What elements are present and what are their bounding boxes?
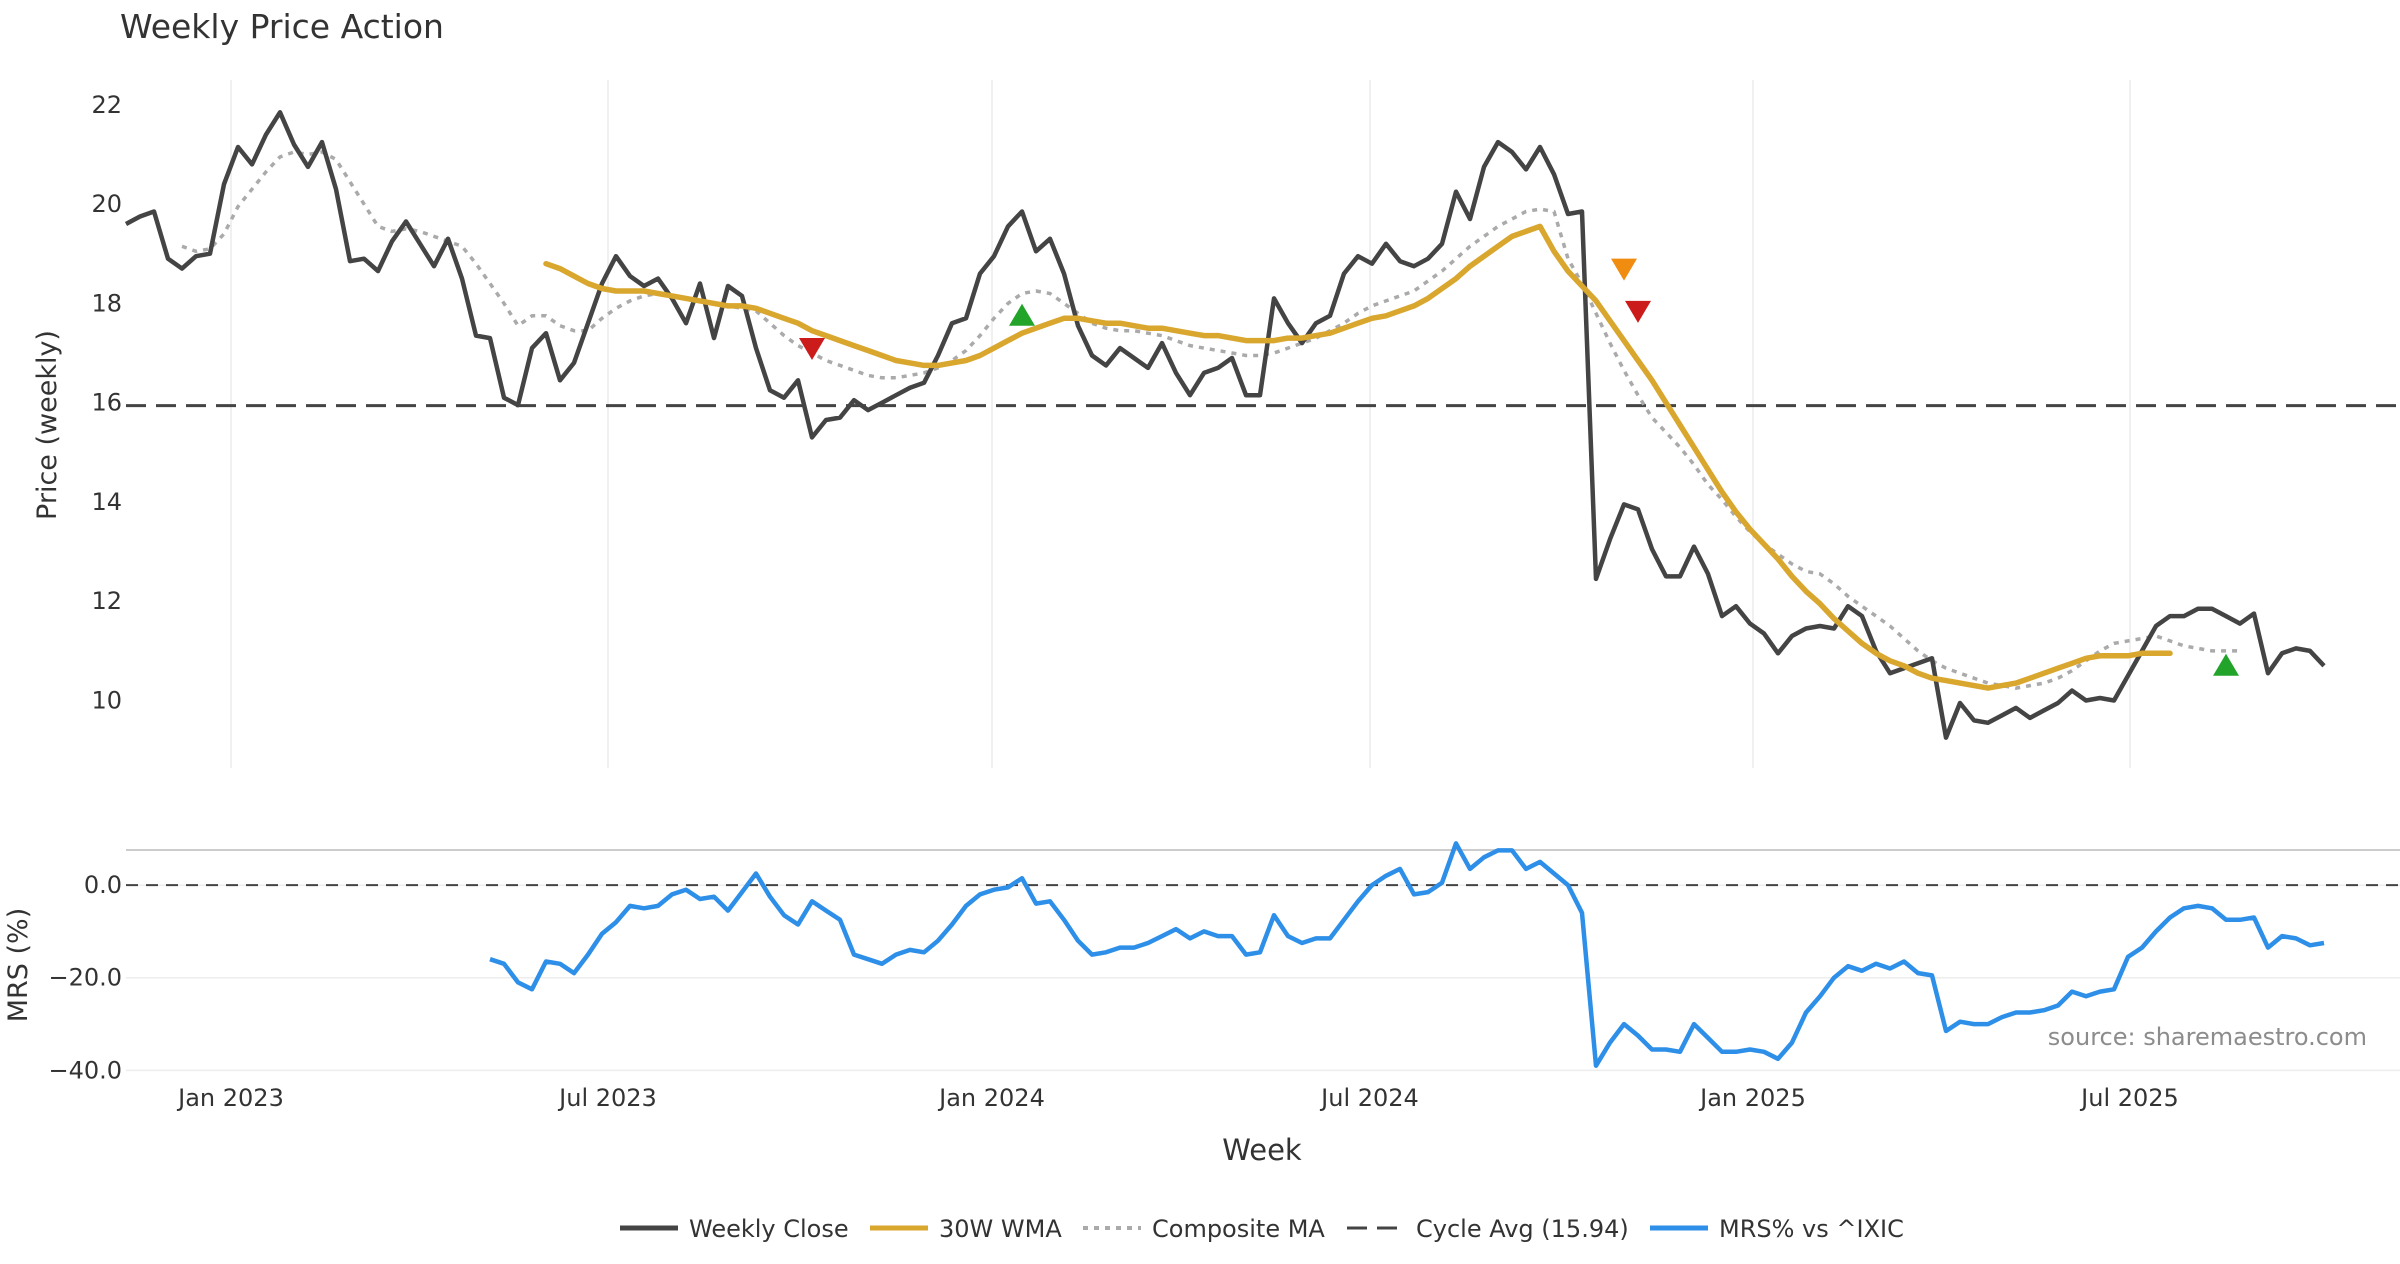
mrs-ytick-1: −20.0 bbox=[48, 964, 122, 992]
price-ytick-12: 12 bbox=[91, 587, 122, 615]
x-axis-label: Week bbox=[1222, 1133, 1302, 1167]
price-ytick-20: 20 bbox=[91, 190, 122, 218]
series-mrs bbox=[489, 841, 2325, 1068]
grid-layer bbox=[126, 80, 2400, 1072]
legend-label-mrs: MRS% vs ^IXIC bbox=[1719, 1215, 1904, 1243]
price-ytick-18: 18 bbox=[91, 289, 122, 317]
source-note: source: sharemaestro.com bbox=[2048, 1023, 2367, 1051]
series-composite-ma bbox=[181, 150, 2240, 690]
signal-marker-buy-1 bbox=[1009, 303, 1035, 326]
price-y-axis-label: Price (weekly) bbox=[32, 330, 63, 520]
x-tick-4: Jan 2025 bbox=[1698, 1084, 1806, 1112]
price-ytick-22: 22 bbox=[91, 91, 122, 119]
price-ytick-14: 14 bbox=[91, 488, 122, 516]
price-ytick-16: 16 bbox=[91, 389, 122, 417]
x-tick-1: Jul 2023 bbox=[557, 1084, 657, 1112]
legend-item-composite-ma: Composite MA bbox=[1083, 1215, 1325, 1243]
legend-item-30w-wma: 30W WMA bbox=[870, 1215, 1062, 1243]
signal-marker-sell-0 bbox=[799, 338, 825, 361]
x-tick-5: Jul 2025 bbox=[2079, 1084, 2179, 1112]
legend-item-cycle-avg: Cycle Avg (15.94) bbox=[1347, 1215, 1629, 1243]
legend-label-weekly-close: Weekly Close bbox=[689, 1215, 849, 1243]
reference-lines bbox=[126, 404, 2400, 887]
series-30w-wma bbox=[543, 223, 2173, 691]
tick-labels: 10 12 14 16 18 20 22 0.0 −20.0 −40.0 Jan 2023 Jul 2… bbox=[48, 91, 2178, 1112]
signal-marker-sell-3 bbox=[1625, 300, 1651, 323]
legend-label-composite-ma: Composite MA bbox=[1152, 1215, 1325, 1243]
chart-title: Weekly Price Action bbox=[120, 7, 444, 46]
legend-item-weekly-close: Weekly Close bbox=[620, 1215, 849, 1243]
signal-marker-buy-4 bbox=[2213, 653, 2239, 676]
mrs-ytick-0: 0.0 bbox=[84, 871, 122, 899]
legend-label-cycle-avg: Cycle Avg (15.94) bbox=[1416, 1215, 1629, 1243]
legend-item-mrs: MRS% vs ^IXIC bbox=[1650, 1215, 1904, 1243]
price-ytick-10: 10 bbox=[91, 687, 122, 715]
mrs-y-axis-label: MRS (%) bbox=[3, 908, 34, 1023]
signal-markers bbox=[799, 258, 2239, 676]
series-layer bbox=[124, 110, 2326, 1068]
signal-marker-warn-2 bbox=[1611, 258, 1637, 281]
mrs-ytick-2: −40.0 bbox=[48, 1056, 122, 1084]
legend-label-30w-wma: 30W WMA bbox=[939, 1215, 1062, 1243]
x-tick-0: Jan 2023 bbox=[176, 1084, 284, 1112]
x-tick-3: Jul 2024 bbox=[1319, 1084, 1419, 1112]
legend: Weekly Close 30W WMA Composite MA Cycle … bbox=[620, 1215, 1904, 1243]
x-tick-2: Jan 2024 bbox=[937, 1084, 1045, 1112]
series-weekly-close bbox=[124, 110, 2326, 740]
